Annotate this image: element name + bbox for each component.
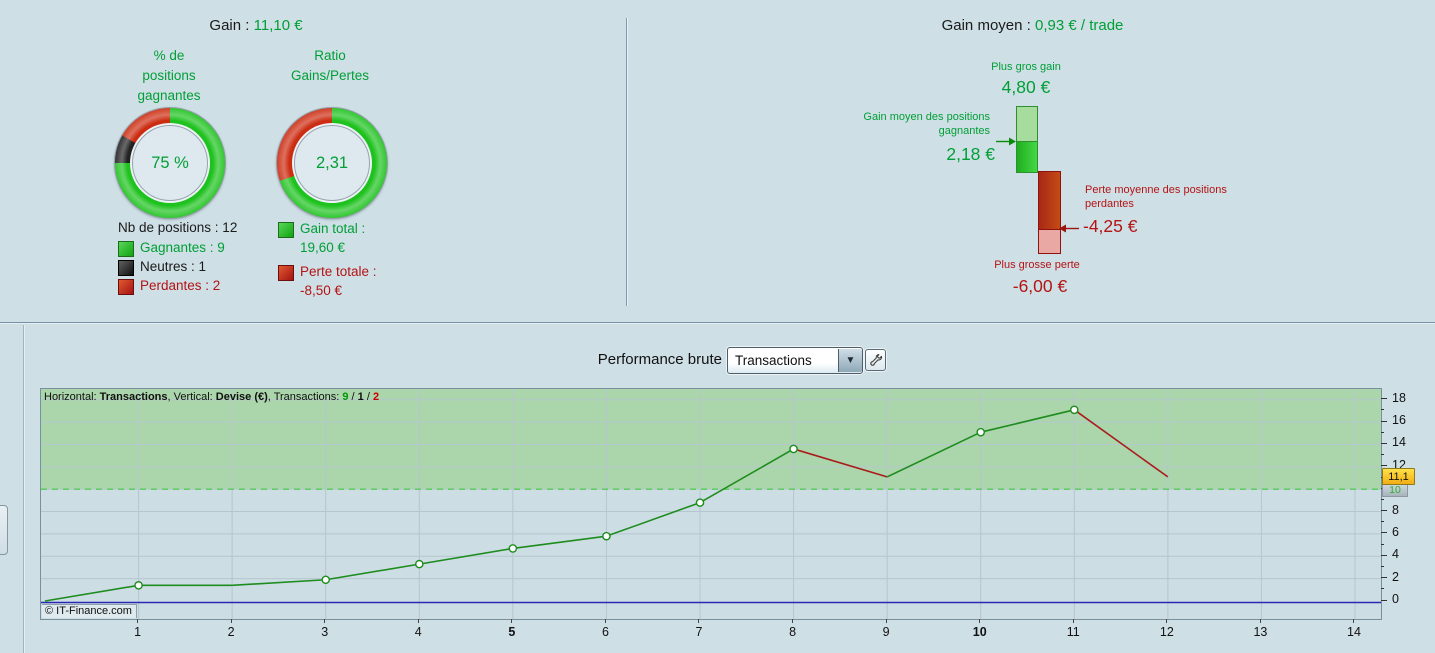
chart-info-bar: Horizontal: Transactions, Vertical: Devi…	[44, 391, 380, 403]
chevron-down-icon[interactable]: ▼	[838, 349, 862, 372]
avg-loss-bar-label: Perte moyenne des positions perdantes	[1085, 184, 1227, 210]
arrow-right-icon	[996, 137, 1016, 146]
max-loss-bar	[1038, 228, 1061, 255]
section-divider	[0, 322, 1435, 323]
left-panel-handle[interactable]	[0, 505, 8, 555]
avg-gain-bar-label: Gain moyen des positions gagnantes	[863, 111, 990, 137]
gain-value: 11,10 €	[253, 17, 303, 34]
avg-gain-value: 2,18 €	[946, 144, 995, 164]
total-gain-swatch	[278, 222, 294, 238]
left-panel-divider	[23, 325, 24, 653]
avg-gain-value: 0,93 € / trade	[1034, 17, 1124, 34]
max-gain-value: 4,80 €	[1001, 77, 1051, 97]
max-loss-label: Plus grosse perte	[994, 259, 1080, 271]
total-loss-label: Perte totale :	[300, 264, 377, 279]
neutral-legend-swatch	[118, 260, 134, 276]
avg-gain-label: Gain moyen :	[941, 17, 1031, 34]
cursor-value-box: 11,1	[1382, 468, 1415, 486]
max-gain-bar	[1016, 105, 1038, 144]
total-gain-label: Gain total :	[300, 221, 366, 236]
vertical-divider	[626, 18, 627, 306]
losing-legend-swatch	[118, 279, 134, 295]
gain-loss-ratio-donut: 2,31	[276, 107, 388, 219]
copyright-watermark: © IT-Finance.com	[42, 604, 137, 618]
avg-loss-value: -4,25 €	[1083, 216, 1138, 236]
avg-loss-bar	[1038, 171, 1061, 231]
max-gain-label: Plus gros gain	[991, 61, 1061, 73]
dashed-level-box: 10	[1382, 482, 1408, 498]
positions-count: Nb de positions : 12	[118, 220, 238, 235]
gain-label: Gain :	[209, 17, 250, 34]
donut-pct-title: % de positions gagnantes	[137, 48, 201, 103]
gain-header: Gain : 11,10 €	[0, 17, 512, 34]
y-axis: 024681012141618	[1380, 388, 1435, 620]
losing-legend-label: Perdantes : 2	[140, 278, 221, 293]
winning-positions-pct: 75 %	[151, 153, 189, 172]
avg-gain-header: Gain moyen : 0,93 € / trade	[630, 17, 1435, 34]
max-loss-value: -6,00 €	[1012, 276, 1068, 296]
gain-loss-ratio-value: 2,31	[315, 153, 349, 172]
performance-title: Performance brute	[597, 351, 722, 368]
winning-positions-donut: 75 %	[114, 107, 226, 219]
winning-legend-swatch	[118, 241, 134, 257]
donut-hole	[132, 125, 208, 201]
total-loss-swatch	[278, 265, 294, 281]
winning-legend-label: Gagnantes : 9	[140, 240, 225, 255]
chart-type-value: Transactions	[735, 353, 812, 368]
x-axis: 1 2 3 4 5 6 7 8 9 10 11 12 13 14	[40, 619, 1395, 645]
donut-ratio-title: Ratio Gains/Pertes	[290, 48, 370, 83]
chart-settings-button[interactable]	[865, 349, 886, 371]
avg-gain-bar	[1016, 141, 1038, 173]
total-gain-value: 19,60 €	[300, 240, 346, 255]
chart-type-select[interactable]: Transactions ▼	[727, 347, 863, 374]
wrench-icon	[869, 354, 882, 366]
equity-chart-plot[interactable]: Horizontal: Transactions, Vertical: Devi…	[40, 388, 1382, 620]
arrow-left-icon	[1059, 224, 1079, 233]
total-loss-value: -8,50 €	[300, 283, 343, 298]
equity-curve	[41, 389, 1381, 619]
donut-hole	[294, 125, 370, 201]
neutral-legend-label: Neutres : 1	[140, 259, 207, 274]
